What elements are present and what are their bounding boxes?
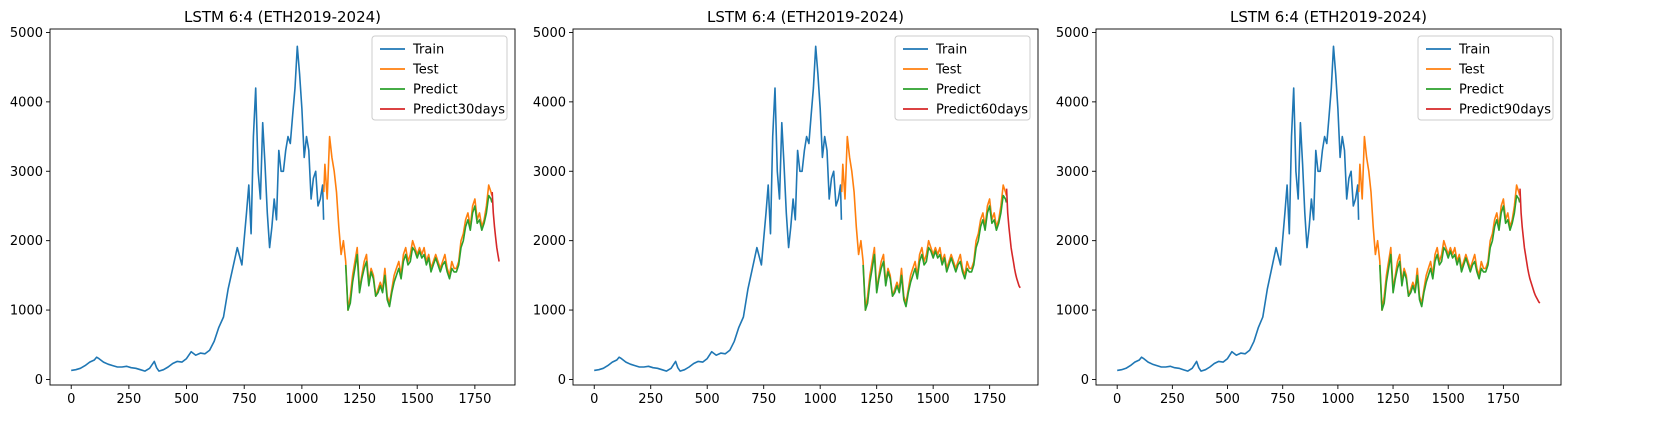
x-tick-label: 250 — [116, 392, 141, 407]
y-tick-label: 3000 — [533, 165, 566, 180]
y-tick-label: 2000 — [10, 234, 43, 249]
legend: Train Test Predict Predict30days — [371, 35, 508, 121]
axes-frame — [49, 28, 516, 386]
legend-label: Predict60days — [936, 103, 1028, 118]
series-line-train — [71, 45, 325, 372]
y-tick-label: 0 — [35, 373, 43, 388]
x-tick-label: 1750 — [458, 392, 491, 407]
y-tick-label: 4000 — [1056, 95, 1089, 110]
x-tick-label: 1750 — [973, 392, 1006, 407]
y-tick-label: 5000 — [533, 26, 566, 41]
x-tick-label: 1000 — [285, 392, 318, 407]
series-line-predict90days — [1519, 188, 1541, 304]
legend-label: Test — [1458, 63, 1485, 78]
series-line-predict60days — [1005, 188, 1021, 289]
legend-label: Test — [412, 63, 439, 78]
legend-box — [1417, 35, 1554, 121]
y-tick-label: 0 — [558, 373, 566, 388]
chart-panel-2: 0 250 500 750 1000 1250 1500 1750 0 1000 2000 3000 4… — [533, 8, 1039, 407]
series-line-predict — [344, 194, 493, 311]
series-line-predict — [862, 194, 1008, 311]
x-tick-label: 500 — [1215, 392, 1240, 407]
x-tick-label: 0 — [590, 392, 598, 407]
x-tick-label: 250 — [638, 392, 663, 407]
x-tick-label: 0 — [67, 392, 75, 407]
y-tick-label: 5000 — [1056, 26, 1089, 41]
y-tick-label: 4000 — [533, 95, 566, 110]
x-tick-label: 750 — [1270, 392, 1295, 407]
legend-label: Predict90days — [1459, 103, 1551, 118]
legend-label: Train — [935, 43, 967, 58]
y-tick-label: 2000 — [533, 234, 566, 249]
y-tick-label: 2000 — [1056, 234, 1089, 249]
y-tick-label: 1000 — [533, 304, 566, 319]
chart-title: LSTM 6:4 (ETH2019-2024) — [184, 8, 381, 26]
chart-panel-1: 0 250 500 750 1000 1250 1500 1750 0 1000 2000 3000 4… — [10, 8, 516, 407]
chart-title: LSTM 6:4 (ETH2019-2024) — [1230, 8, 1427, 26]
x-tick-label: 1250 — [860, 392, 893, 407]
legend-label: Predict30days — [413, 103, 505, 118]
series-line-predict — [1379, 194, 1521, 311]
x-tick-label: 1500 — [1432, 392, 1465, 407]
legend-label: Predict — [413, 83, 458, 98]
x-tick-label: 0 — [1113, 392, 1121, 407]
y-tick-label: 5000 — [10, 26, 43, 41]
series-line-predict30days — [491, 192, 500, 262]
legend: Train Test Predict Predict60days — [894, 35, 1031, 121]
series-line-train — [594, 45, 843, 372]
x-tick-label: 1500 — [401, 392, 434, 407]
x-tick-label: 750 — [232, 392, 257, 407]
x-tick-label: 500 — [174, 392, 199, 407]
legend-label: Test — [935, 63, 962, 78]
chart-title: LSTM 6:4 (ETH2019-2024) — [707, 8, 904, 26]
x-tick-label: 500 — [695, 392, 720, 407]
y-tick-label: 3000 — [1056, 165, 1089, 180]
x-tick-label: 750 — [751, 392, 776, 407]
y-tick-label: 1000 — [10, 304, 43, 319]
chart-panel-3: 0 250 500 750 1000 1250 1500 1750 0 1000 2000 3000 4… — [1056, 8, 1562, 407]
y-tick-label: 1000 — [1056, 304, 1089, 319]
x-tick-label: 1500 — [917, 392, 950, 407]
series-line-train — [1117, 45, 1360, 372]
x-tick-label: 1750 — [1487, 392, 1520, 407]
x-tick-label: 1250 — [1377, 392, 1410, 407]
legend: Train Test Predict Predict90days — [1417, 35, 1554, 121]
legend-label: Train — [412, 43, 444, 58]
x-tick-label: 1000 — [1321, 392, 1354, 407]
x-tick-label: 1000 — [804, 392, 837, 407]
legend-label: Train — [1458, 43, 1490, 58]
legend-box — [371, 35, 508, 121]
y-tick-label: 3000 — [10, 165, 43, 180]
axes-frame — [1095, 28, 1562, 386]
legend-box — [894, 35, 1031, 121]
x-tick-label: 1250 — [343, 392, 376, 407]
y-tick-label: 4000 — [10, 95, 43, 110]
axes-frame — [572, 28, 1039, 386]
y-tick-label: 0 — [1081, 373, 1089, 388]
legend-label: Predict — [936, 83, 981, 98]
x-tick-label: 250 — [1160, 392, 1185, 407]
legend-label: Predict — [1459, 83, 1504, 98]
